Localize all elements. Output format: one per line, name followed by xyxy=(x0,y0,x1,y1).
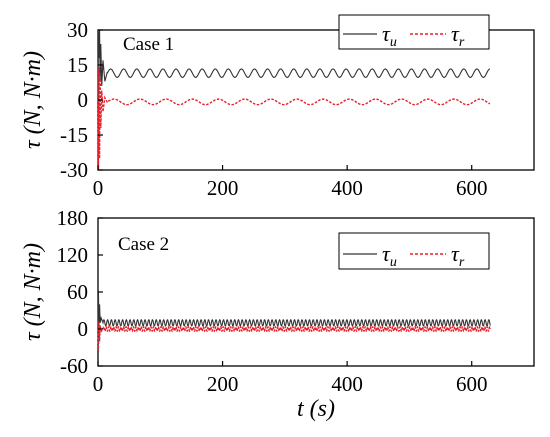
legend-1: τu τr xyxy=(338,14,490,50)
series-line-tau-r xyxy=(97,321,492,351)
case-annotation: Case 2 xyxy=(118,234,169,255)
x-tick-label: 600 xyxy=(456,176,488,200)
panel-case-2: 180 120 60 0 -60 0 200 400 600 τ (N, N·m… xyxy=(20,206,535,422)
x-tick-label: 200 xyxy=(207,372,239,396)
y-tick-label: 15 xyxy=(67,53,88,77)
y-axis-label: τ (N, N·m) xyxy=(20,51,46,149)
ticks-1 xyxy=(97,29,473,171)
series-line-tau-u xyxy=(97,29,491,101)
y-tick-label: 180 xyxy=(57,206,89,230)
case-annotation: Case 1 xyxy=(123,34,174,55)
y-tick-label: -30 xyxy=(60,158,88,182)
x-tick-label: 200 xyxy=(207,176,239,200)
x-axis-label: t (s) xyxy=(297,396,335,422)
y-tick-label: 0 xyxy=(78,317,89,341)
y-tick-label: -15 xyxy=(60,123,88,147)
legend-2: τu τr xyxy=(338,232,490,270)
y-tick-label: 120 xyxy=(57,243,89,267)
x-tick-label: 400 xyxy=(331,372,363,396)
x-tick-label: 0 xyxy=(93,372,104,396)
plot-area-2 xyxy=(97,291,492,351)
series-line-tau-r xyxy=(97,67,491,171)
x-tick-label: 400 xyxy=(331,176,363,200)
x-tick-label: 0 xyxy=(93,176,104,200)
legend-box xyxy=(338,232,490,270)
panel-case-1: 30 15 0 -15 -30 0 200 400 600 τ (N, N·m)… xyxy=(20,14,535,200)
ticks-2 xyxy=(97,217,473,367)
y-tick-label: 30 xyxy=(67,18,88,42)
y-tick-label: 0 xyxy=(78,88,89,112)
y-tick-label: 60 xyxy=(67,280,88,304)
series-line-tau-u xyxy=(97,291,491,330)
legend-box xyxy=(338,14,490,50)
plot-area-1 xyxy=(97,29,491,171)
y-axis-label: τ (N, N·m) xyxy=(20,243,46,341)
x-tick-label: 600 xyxy=(456,372,488,396)
y-tick-label: -60 xyxy=(60,354,88,378)
